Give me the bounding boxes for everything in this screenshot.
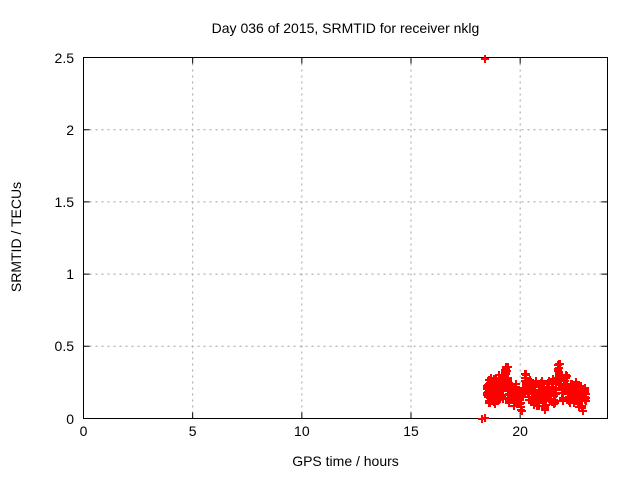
y-tick-label: 0 <box>66 410 74 427</box>
y-tick-label: 1 <box>66 266 74 283</box>
x-tick-label: 15 <box>403 423 419 439</box>
x-tick-label: 10 <box>294 423 310 439</box>
y-tick-label: 2 <box>66 121 74 138</box>
axis-ticks <box>83 57 608 419</box>
data-points <box>478 55 590 423</box>
y-tick-label: 1.5 <box>54 193 74 210</box>
gridlines <box>83 57 608 419</box>
x-tick-label: 0 <box>79 423 88 439</box>
y-tick-label: 2.5 <box>54 49 74 66</box>
x-tick-label: 5 <box>188 423 197 439</box>
x-axis-label: GPS time / hours <box>292 453 399 469</box>
x-tick-label: 20 <box>512 423 528 439</box>
chart-title: Day 036 of 2015, SRMTID for receiver nkl… <box>211 20 480 36</box>
y-tick-label: 0.5 <box>54 338 74 355</box>
plot-border <box>83 57 608 419</box>
